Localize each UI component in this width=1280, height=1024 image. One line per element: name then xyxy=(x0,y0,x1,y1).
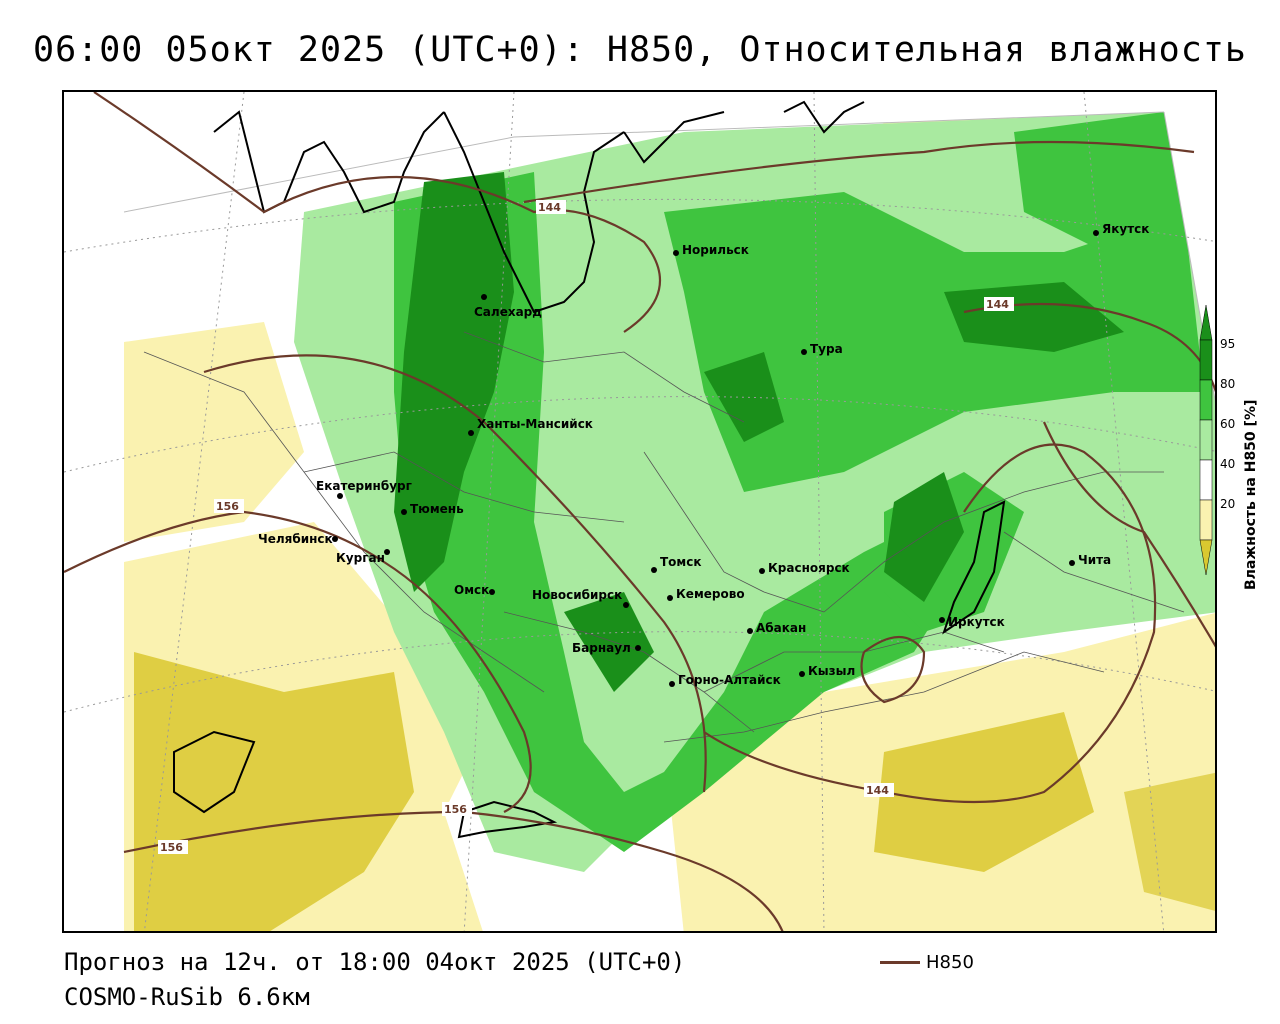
city-norilsk: Норильск xyxy=(673,243,749,257)
moist-zone-very-high-5 xyxy=(564,592,654,692)
city-tura: Тура xyxy=(801,342,843,356)
very-dry-zone-southeast xyxy=(1124,772,1215,912)
city-khanty-mansiysk: Ханты-Мансийск xyxy=(468,417,593,436)
humidity-map: 144 144 144 156 156 156 Якутск Норильск … xyxy=(64,92,1215,931)
city-gorno-altaysk: Горно-Алтайск xyxy=(669,673,781,687)
legend-level-80: 80 xyxy=(1220,377,1236,391)
forecast-info: Прогноз на 12ч. от 18:00 04окт 2025 (UTC… xyxy=(64,948,686,976)
svg-text:Абакан: Абакан xyxy=(756,621,806,635)
legend-level-20: 20 xyxy=(1220,497,1236,511)
isoline-156-west xyxy=(64,510,532,813)
city-tomsk: Томск xyxy=(651,555,702,573)
isoline-legend-label: H850 xyxy=(926,952,974,973)
isoline-144-east xyxy=(523,140,1195,204)
isoline-label: 156 xyxy=(216,500,239,513)
legend-arrow-top xyxy=(1199,304,1213,341)
legend-arrow-bottom xyxy=(1199,539,1213,576)
legend-band-moderate xyxy=(1199,419,1213,461)
graticule xyxy=(64,92,1215,931)
city-kemerovo: Кемерово xyxy=(667,587,745,601)
dry-zone-west-mid xyxy=(124,322,304,542)
legend-level-40: 40 xyxy=(1220,457,1236,471)
svg-text:Кызыл: Кызыл xyxy=(808,664,855,678)
map-title: 06:00 05окт 2025 (UTC+0): H850, Относите… xyxy=(33,30,1247,70)
very-dry-zone-south xyxy=(874,712,1094,872)
isoline-center xyxy=(203,354,707,793)
isoline-156-south xyxy=(123,810,784,931)
isoline-east xyxy=(1042,421,1215,648)
isoline-legend: H850 xyxy=(880,952,974,973)
city-kurgan: Курган xyxy=(336,549,390,565)
svg-text:Новосибирск: Новосибирск xyxy=(532,588,622,602)
svg-text:Екатеринбург: Екатеринбург xyxy=(316,479,412,493)
legend-band-high xyxy=(1199,379,1213,421)
svg-text:Омск: Омск xyxy=(454,583,489,597)
legend-band-very-high xyxy=(1199,339,1213,381)
city-irkutsk: Иркутск xyxy=(939,615,1005,629)
isoline-label: 144 xyxy=(538,201,561,214)
legend-level-95: 95 xyxy=(1220,337,1236,351)
svg-text:Чита: Чита xyxy=(1078,553,1111,567)
legend-title: Влажность на H850 [%] xyxy=(1243,399,1259,590)
very-dry-zone-southwest xyxy=(134,652,414,931)
moist-zone-very-high-2 xyxy=(884,472,964,602)
svg-text:Курган: Курган xyxy=(336,551,385,565)
isoline-144-south xyxy=(703,443,1157,804)
svg-text:Кемерово: Кемерово xyxy=(676,587,745,601)
svg-text:Иркутск: Иркутск xyxy=(948,615,1005,629)
city-salekhard: Салехард xyxy=(474,294,542,319)
isoline-144-north xyxy=(93,92,662,333)
city-omsk: Омск xyxy=(454,583,495,597)
moist-zone-high-north xyxy=(664,192,1204,492)
legend-band-neutral xyxy=(1199,459,1213,501)
isoline-baikal xyxy=(860,636,926,704)
city-novosibirsk: Новосибирск xyxy=(532,588,629,608)
svg-text:Тюмень: Тюмень xyxy=(410,502,464,516)
svg-text:Барнаул: Барнаул xyxy=(572,641,631,655)
city-chelyabinsk: Челябинск xyxy=(258,532,338,546)
isoline-label: 144 xyxy=(866,784,889,797)
coastlines xyxy=(173,100,1006,839)
isoline-label: 156 xyxy=(444,803,467,816)
city-chita: Чита xyxy=(1069,553,1111,567)
legend-level-60: 60 xyxy=(1220,417,1236,431)
svg-text:Горно-Алтайск: Горно-Алтайск xyxy=(678,673,781,687)
isoline-swatch xyxy=(880,961,920,964)
svg-text:Тура: Тура xyxy=(810,342,843,356)
city-yekaterinburg: Екатеринбург xyxy=(316,479,412,499)
svg-text:Салехард: Салехард xyxy=(474,305,542,319)
svg-text:Томск: Томск xyxy=(660,555,702,569)
city-krasnoyarsk: Красноярск xyxy=(759,561,850,575)
svg-text:Челябинск: Челябинск xyxy=(258,532,333,546)
city-kyzyl: Кызыл xyxy=(799,664,855,678)
region-borders xyxy=(143,331,1185,743)
isoline-label: 144 xyxy=(986,298,1009,311)
city-abakan: Абакан xyxy=(747,621,806,635)
moist-zone-high-west xyxy=(394,172,964,852)
moist-zone-very-high-1 xyxy=(394,172,514,592)
map-frame: 144 144 144 156 156 156 Якутск Норильск … xyxy=(62,90,1217,933)
isoline-labels: 144 144 144 156 156 156 xyxy=(158,200,1014,854)
city-barnaul: Барнаул xyxy=(572,641,641,655)
humidity-legend xyxy=(1199,304,1213,576)
legend-band-dry xyxy=(1199,499,1213,541)
city-yakutsk: Якутск xyxy=(1093,222,1149,236)
city-markers: Якутск Норильск Салехард Тура Ханты-Манс… xyxy=(258,222,1149,687)
svg-text:Ханты-Мансийск: Ханты-Мансийск xyxy=(477,417,593,431)
isoline-label: 156 xyxy=(160,841,183,854)
svg-text:Красноярск: Красноярск xyxy=(768,561,850,575)
city-tyumen: Тюмень xyxy=(401,502,464,516)
model-info: COSMO-RuSib 6.6км xyxy=(64,983,310,1011)
svg-text:Якутск: Якутск xyxy=(1102,222,1149,236)
svg-text:Норильск: Норильск xyxy=(682,243,749,257)
